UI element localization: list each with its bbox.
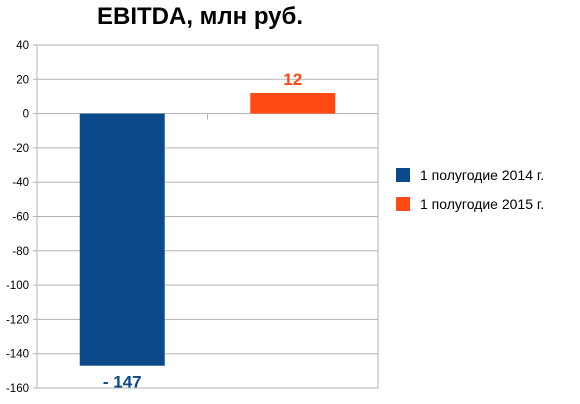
y-tick-label: 20 (16, 74, 29, 86)
plot-area: -160 -140 -120 -100 -80 -60 -40 -20 0 20 40 - 147 12 (6, 40, 379, 395)
y-tick-label: -100 (6, 280, 29, 292)
y-tick-label: 40 (16, 40, 29, 52)
y-tick-label: 0 (23, 109, 29, 121)
y-tick-label: -140 (6, 349, 29, 361)
plot-frame (36, 44, 379, 389)
legend-label-2: 1 полугодие 2015 г. (420, 196, 544, 212)
y-tick-label: -160 (6, 383, 29, 395)
bar-1 (79, 113, 165, 366)
data-label-1: - 147 (103, 373, 142, 392)
y-tick-label: -40 (12, 177, 29, 189)
y-tick-label: -80 (12, 246, 29, 258)
chart-title: EBITDA, млн руб. (97, 3, 303, 30)
legend: 1 полугодие 2014 г. 1 полугодие 2015 г. (396, 167, 544, 212)
legend-label-1: 1 полугодие 2014 г. (420, 167, 544, 183)
data-label-2: 12 (283, 70, 302, 89)
legend-swatch-1 (396, 168, 410, 182)
y-tick-label: -120 (6, 314, 29, 326)
y-tick-label: -20 (12, 143, 29, 155)
y-tick-label: -60 (12, 212, 29, 224)
bar-2 (250, 93, 336, 114)
legend-swatch-2 (396, 197, 410, 211)
